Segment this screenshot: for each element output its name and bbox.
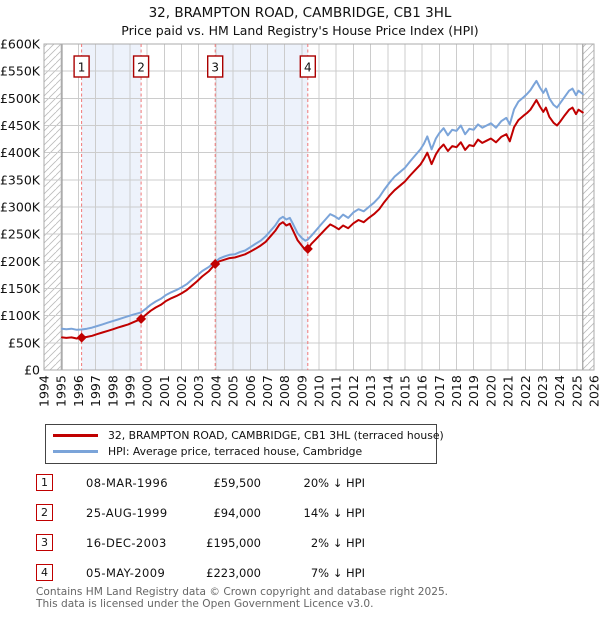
sale-point-marker [76, 332, 87, 343]
license-line-1: Contains HM Land Registry data © Crown c… [36, 586, 449, 598]
transaction-vs-hpi: 20% ↓ HPI [303, 475, 365, 490]
x-axis-label: 2015 [397, 375, 412, 407]
svg-text:4: 4 [304, 61, 312, 75]
transaction-date: 08-MAR-1996 [86, 475, 168, 490]
table-row: 2 25-AUG-1999 £94,000 14% ↓ HPI [36, 504, 376, 521]
x-axis-label: 2002 [174, 375, 189, 407]
x-axis-label: 2009 [294, 375, 309, 407]
x-axis-label: 1996 [71, 375, 86, 407]
table-row: 4 05-MAY-2009 £223,000 7% ↓ HPI [36, 564, 376, 581]
legend-property-label: 32, BRAMPTON ROAD, CAMBRIDGE, CB1 3HL (t… [108, 428, 444, 442]
hpi-line [61, 79, 584, 331]
x-axis-label: 2011 [329, 375, 344, 407]
x-axis-label: 2019 [466, 375, 481, 407]
transaction-vs-hpi: 14% ↓ HPI [303, 505, 365, 520]
transaction-number-box [73, 55, 90, 78]
legend-entry-hpi: HPI: Average price, terraced house, Camb… [46, 443, 436, 459]
transaction-number-badge: 4 [36, 564, 53, 581]
x-axis-label: 2018 [449, 375, 464, 407]
x-axis-label: 2008 [277, 375, 292, 407]
x-axis-label: 2023 [535, 375, 550, 407]
transactions-table: 1 08-MAR-1996 £59,500 20% ↓ HPI 2 25-AUG… [36, 474, 376, 594]
x-axis-label: 2021 [501, 375, 516, 407]
svg-text:2: 2 [137, 61, 145, 75]
sale-point-marker [136, 313, 147, 324]
y-axis-label: £0 [24, 363, 40, 378]
x-axis-label: 2016 [415, 375, 430, 407]
x-axis-label: 2025 [569, 375, 584, 407]
y-axis-label: £250K [0, 227, 41, 242]
y-axis-label: £100K [0, 308, 41, 323]
sale-point-marker [210, 259, 221, 270]
x-axis-label: 2020 [483, 375, 498, 407]
license-note: Contains HM Land Registry data © Crown c… [36, 586, 449, 610]
transaction-price: £195,000 [206, 535, 261, 550]
legend-entry-property: 32, BRAMPTON ROAD, CAMBRIDGE, CB1 3HL (t… [46, 427, 444, 443]
transaction-vs-hpi: 2% ↓ HPI [310, 535, 365, 550]
y-axis-label: £450K [0, 118, 41, 133]
sale-point-marker [302, 243, 313, 254]
x-axis-label: 2024 [552, 375, 567, 407]
x-axis-label: 1999 [122, 375, 137, 407]
x-axis-label: 1994 [37, 375, 52, 407]
x-axis-label: 1995 [54, 375, 69, 407]
transaction-date: 05-MAY-2009 [86, 565, 166, 580]
table-row: 1 08-MAR-1996 £59,500 20% ↓ HPI [36, 474, 376, 491]
y-axis-label: £50K [8, 335, 41, 350]
x-axis-label: 1997 [88, 375, 103, 407]
transaction-vs-hpi: 7% ↓ HPI [310, 565, 365, 580]
transaction-price: £59,500 [213, 475, 261, 490]
y-axis-label: £600K [0, 37, 41, 52]
x-axis-label: 2003 [191, 375, 206, 407]
transaction-price: £94,000 [213, 505, 261, 520]
transaction-number-badge: 2 [36, 504, 53, 521]
transaction-date: 25-AUG-1999 [86, 505, 168, 520]
y-axis-label: £350K [0, 172, 41, 187]
x-axis-label: 2007 [260, 375, 275, 407]
x-axis-label: 2001 [157, 375, 172, 407]
x-axis-label: 1998 [105, 375, 120, 407]
x-axis-label: 2000 [140, 375, 155, 407]
x-axis-label: 2012 [346, 375, 361, 407]
page-title: 32, BRAMPTON ROAD, CAMBRIDGE, CB1 3HL [148, 5, 452, 21]
transaction-number-box [206, 55, 224, 78]
table-row: 3 16-DEC-2003 £195,000 2% ↓ HPI [36, 534, 376, 551]
x-axis-label: 2014 [380, 375, 395, 407]
y-axis-label: £300K [0, 200, 41, 215]
y-axis-label: £550K [0, 64, 41, 79]
x-axis-label: 2004 [208, 375, 223, 407]
transaction-price: £223,000 [206, 565, 261, 580]
hpi-line-swatch [53, 449, 98, 453]
property-price-line [61, 99, 584, 340]
y-axis-label: £400K [0, 145, 41, 160]
x-axis-label: 2010 [312, 375, 327, 407]
svg-text:1: 1 [78, 61, 86, 75]
transaction-number-box [299, 55, 316, 78]
y-axis-label: £150K [0, 281, 41, 296]
x-axis-label: 2026 [587, 375, 600, 407]
chart-legend: 32, BRAMPTON ROAD, CAMBRIDGE, CB1 3HL (t… [45, 424, 444, 464]
transaction-date: 16-DEC-2003 [86, 535, 167, 550]
legend-hpi-label: HPI: Average price, terraced house, Camb… [108, 444, 363, 458]
x-axis-label: 2005 [226, 375, 241, 407]
svg-text:3: 3 [211, 61, 219, 75]
transaction-number-box [132, 55, 150, 78]
transaction-number-badge: 3 [36, 534, 53, 551]
license-line-2: This data is licensed under the Open Gov… [36, 597, 374, 610]
x-axis-label: 2006 [243, 375, 258, 407]
page-subtitle: Price paid vs. HM Land Registry's House … [121, 23, 479, 38]
x-axis-label: 2022 [518, 375, 533, 407]
property-line-swatch [53, 433, 98, 437]
x-axis-label: 2017 [432, 375, 447, 407]
x-axis-label: 2013 [363, 375, 378, 407]
y-axis-label: £500K [0, 91, 41, 106]
y-axis-label: £200K [0, 254, 41, 269]
transaction-number-badge: 1 [36, 474, 53, 491]
